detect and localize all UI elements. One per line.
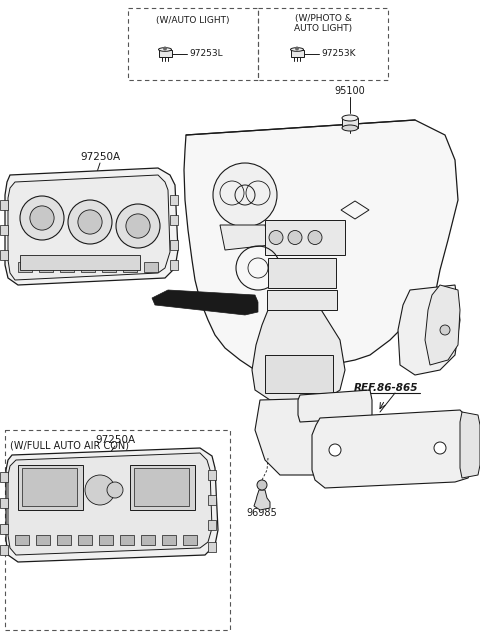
- Text: (W/FULL AUTO AIR CON): (W/FULL AUTO AIR CON): [10, 440, 129, 450]
- Polygon shape: [220, 225, 270, 250]
- Circle shape: [20, 196, 64, 240]
- Polygon shape: [184, 120, 458, 375]
- Bar: [120, 535, 134, 545]
- Bar: [20, 255, 140, 270]
- Circle shape: [213, 163, 277, 227]
- Polygon shape: [312, 410, 472, 488]
- Circle shape: [288, 230, 302, 245]
- Text: (W/AUTO LIGHT): (W/AUTO LIGHT): [156, 16, 230, 25]
- Bar: [102, 262, 116, 272]
- Bar: [99, 535, 113, 545]
- Bar: [268, 258, 336, 288]
- Bar: [170, 215, 178, 225]
- Polygon shape: [152, 290, 258, 315]
- Polygon shape: [6, 448, 218, 562]
- Bar: [208, 542, 216, 552]
- Text: 97253L: 97253L: [189, 49, 223, 58]
- Bar: [60, 262, 74, 272]
- Bar: [170, 260, 178, 270]
- Bar: [208, 520, 216, 530]
- Bar: [81, 262, 95, 272]
- Circle shape: [308, 230, 322, 245]
- Text: 97250A: 97250A: [80, 152, 120, 162]
- Bar: [144, 262, 158, 272]
- Bar: [170, 195, 178, 205]
- Bar: [18, 465, 83, 510]
- Text: 95100: 95100: [335, 86, 365, 96]
- Bar: [0, 225, 8, 235]
- Bar: [5, 430, 230, 630]
- Bar: [208, 495, 216, 505]
- Bar: [78, 535, 92, 545]
- Bar: [39, 262, 53, 272]
- Circle shape: [269, 230, 283, 245]
- Bar: [0, 250, 8, 260]
- Bar: [265, 220, 345, 255]
- Polygon shape: [298, 390, 372, 422]
- Bar: [170, 240, 178, 250]
- Bar: [0, 524, 8, 534]
- Circle shape: [329, 444, 341, 456]
- Text: (W/PHOTO &
AUTO LIGHT): (W/PHOTO & AUTO LIGHT): [294, 14, 352, 33]
- Bar: [0, 200, 8, 210]
- Bar: [18, 262, 32, 272]
- Bar: [15, 535, 29, 545]
- Bar: [134, 468, 189, 506]
- Circle shape: [78, 210, 102, 234]
- Polygon shape: [8, 175, 170, 280]
- Bar: [258, 8, 388, 80]
- Bar: [162, 535, 176, 545]
- Bar: [290, 49, 303, 56]
- Bar: [0, 545, 8, 555]
- Bar: [128, 8, 258, 80]
- Circle shape: [257, 480, 267, 490]
- Polygon shape: [254, 490, 270, 510]
- Bar: [0, 472, 8, 482]
- Bar: [141, 535, 155, 545]
- Ellipse shape: [290, 48, 303, 51]
- Circle shape: [163, 46, 167, 51]
- Bar: [36, 535, 50, 545]
- Polygon shape: [5, 168, 178, 285]
- Bar: [158, 49, 171, 56]
- Bar: [183, 535, 197, 545]
- Text: 96985: 96985: [247, 508, 277, 518]
- Circle shape: [107, 482, 123, 498]
- Polygon shape: [460, 412, 480, 478]
- Bar: [0, 498, 8, 508]
- Ellipse shape: [342, 115, 358, 121]
- Bar: [22, 468, 77, 506]
- Bar: [123, 262, 137, 272]
- Circle shape: [68, 200, 112, 244]
- Text: REF.86-865: REF.86-865: [353, 383, 418, 393]
- Bar: [130, 465, 195, 510]
- Circle shape: [434, 442, 446, 454]
- Circle shape: [85, 475, 115, 505]
- Circle shape: [30, 206, 54, 230]
- Polygon shape: [252, 308, 345, 405]
- Text: 97250A: 97250A: [95, 435, 135, 445]
- Bar: [208, 470, 216, 480]
- Polygon shape: [255, 398, 335, 475]
- Text: 97253K: 97253K: [321, 49, 356, 58]
- Circle shape: [116, 204, 160, 248]
- Circle shape: [295, 46, 299, 51]
- Bar: [267, 290, 337, 310]
- Polygon shape: [398, 285, 460, 375]
- Bar: [342, 118, 358, 128]
- Circle shape: [440, 325, 450, 335]
- Polygon shape: [8, 453, 212, 555]
- Circle shape: [126, 214, 150, 238]
- Bar: [57, 535, 71, 545]
- Bar: [265, 355, 333, 393]
- Polygon shape: [425, 285, 460, 365]
- Ellipse shape: [342, 125, 358, 131]
- Ellipse shape: [158, 48, 171, 51]
